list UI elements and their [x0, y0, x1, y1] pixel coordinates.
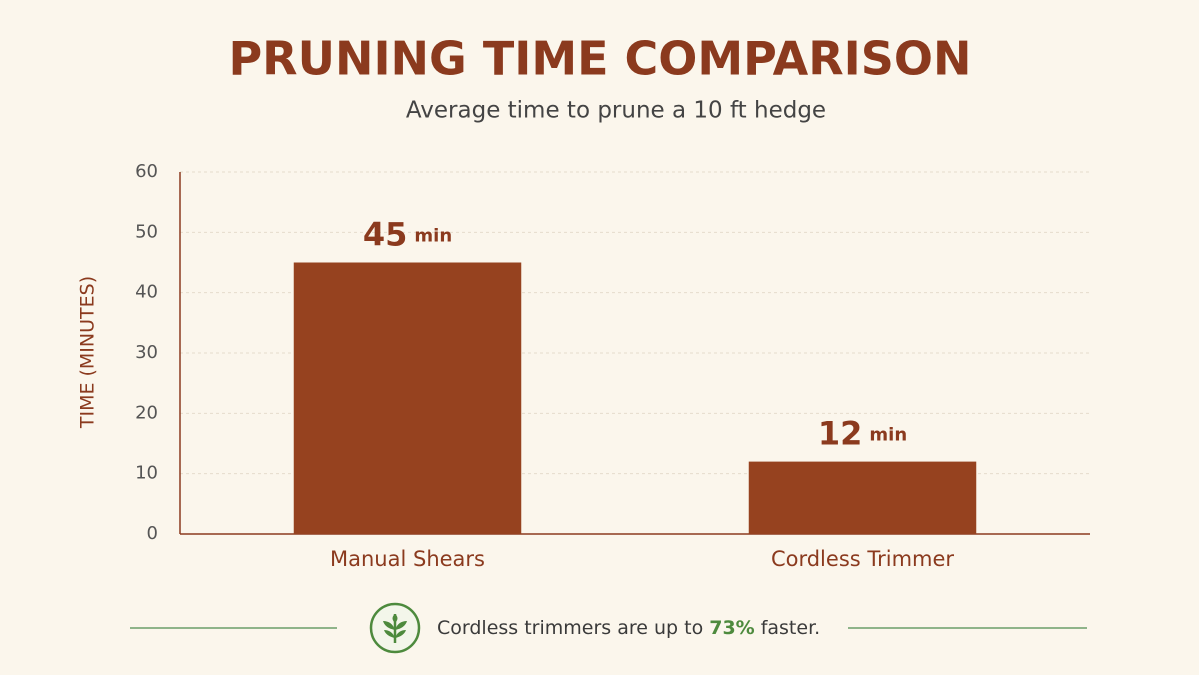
data-label: 45 min	[363, 216, 452, 254]
data-label-part: min	[414, 226, 452, 247]
y-tick-label: 0	[147, 523, 158, 544]
data-label-part: 45	[363, 216, 408, 254]
bar	[748, 461, 977, 534]
annotation: Cordless trimmers are up to 73% faster.	[437, 614, 820, 642]
y-tick-label: 50	[135, 221, 158, 242]
y-tick-label: 10	[135, 463, 158, 484]
x-tick-label: Cordless Trimmer	[771, 547, 954, 571]
data-label-part: min	[869, 425, 907, 446]
y-tick-label: 60	[135, 161, 158, 182]
annotation-text: Cordless trimmers are up to	[437, 617, 704, 639]
data-label-part: 12	[818, 415, 863, 453]
y-axis-label: TIME (MINUTES)	[77, 276, 99, 429]
y-tick-label: 20	[135, 402, 158, 423]
annotation-highlight: 73%	[709, 617, 755, 639]
x-tick-label: Manual Shears	[330, 547, 485, 571]
y-tick-label: 30	[135, 342, 158, 363]
data-label: 12 min	[818, 415, 907, 453]
chart-subtitle: Average time to prune a 10 ft hedge	[406, 98, 826, 124]
annotation-text: faster.	[760, 617, 821, 639]
chart-title: PRUNING TIME COMPARISON	[228, 32, 971, 86]
leaf-icon	[369, 602, 421, 654]
bar	[293, 262, 522, 534]
y-tick-label: 40	[135, 282, 158, 303]
